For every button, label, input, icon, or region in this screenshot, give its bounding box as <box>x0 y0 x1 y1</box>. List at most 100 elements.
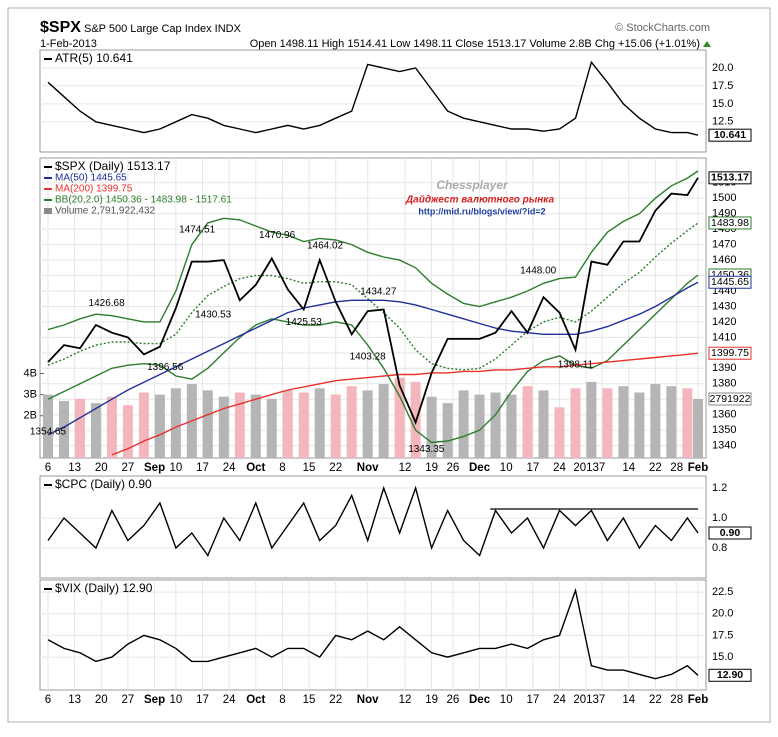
volume-bar <box>602 388 613 458</box>
series-line <box>47 177 699 425</box>
volume-bar <box>570 388 581 458</box>
x-tick-label: Nov <box>357 694 379 706</box>
symbol: $SPX <box>40 19 81 36</box>
series-line <box>47 222 699 371</box>
x-tick-label: 15 <box>303 462 316 474</box>
annotation: 1396.56 <box>147 362 184 373</box>
x-tick-label: 13 <box>68 694 81 706</box>
y-tick-label: 1430 <box>712 300 736 312</box>
x-tick-label: 19 <box>425 694 438 706</box>
annotation: 1430.53 <box>195 309 232 320</box>
volume-bar <box>106 396 117 458</box>
x-tick-label: 22 <box>329 694 342 706</box>
x-tick-label: Dec <box>469 694 491 706</box>
series-line <box>47 485 699 557</box>
x-tick-label: 22 <box>649 462 662 474</box>
x-tick-label: 24 <box>553 462 566 474</box>
annotation: 1470.96 <box>259 230 296 241</box>
y-tick-label: 1410 <box>712 331 736 343</box>
x-tick-label: 17 <box>196 694 209 706</box>
legend-label: $VIX (Daily) 12.90 <box>55 581 153 595</box>
value-box <box>708 171 752 185</box>
volume-bar <box>42 394 53 458</box>
legend-label: $CPC (Daily) 0.90 <box>55 477 152 491</box>
watermark-url: http://mid.ru/blogs/view/?id=2 <box>418 206 545 216</box>
y-tick-label: 15.0 <box>712 651 733 663</box>
x-tick-label: 2013 <box>573 462 599 474</box>
x-tick-label: 8 <box>279 462 285 474</box>
annotation: 1354.65 <box>30 427 67 438</box>
up-arrow <box>703 41 711 47</box>
value-box <box>708 346 752 360</box>
x-tick-label: 2013 <box>573 694 599 706</box>
legend-label: MA(50) 1445.65 <box>55 173 127 184</box>
series-line <box>47 587 699 680</box>
x-tick-label: Feb <box>688 694 708 706</box>
volume-bar <box>426 396 437 458</box>
y-tick-label: 1380 <box>712 378 736 390</box>
series-line <box>47 60 699 136</box>
x-tick-label: 13 <box>68 462 81 474</box>
x-tick-label: 24 <box>553 694 566 706</box>
legend-label: BB(20,2.0) 1450.36 - 1483.98 - 1517.61 <box>55 195 232 206</box>
x-tick-label: 12 <box>399 694 412 706</box>
y-tick-label: 20.0 <box>712 62 733 74</box>
volume-bar <box>650 384 661 458</box>
x-tick-label: 28 <box>670 694 683 706</box>
x-tick-label: 6 <box>45 694 51 706</box>
volume-bar <box>218 396 229 458</box>
x-tick-label: 14 <box>622 462 635 474</box>
volume-bar <box>618 386 629 458</box>
quote: Open 1498.11 High 1514.41 Low 1498.11 Cl… <box>250 38 700 50</box>
value-box-label: 12.90 <box>717 669 743 681</box>
y-tick-label: 20.0 <box>712 608 733 620</box>
annotation: 1434.27 <box>360 286 397 297</box>
volume-bar <box>298 392 309 458</box>
date: 1-Feb-2013 <box>40 38 97 50</box>
x-tick-label: Sep <box>144 694 165 706</box>
volume-bar <box>202 390 213 458</box>
y-tick-label: 1500 <box>712 192 736 204</box>
x-tick-label: 12 <box>399 462 412 474</box>
panels: 20.0 17.5 15.0 12.5 ATR(5) 10.641 10.641 1340 1… <box>24 49 752 706</box>
volume-bar <box>90 403 101 458</box>
volume-bar <box>266 398 277 458</box>
x-tick-label: 22 <box>329 462 342 474</box>
legend-label: Volume 2,791,922,432 <box>55 206 156 217</box>
legend-label: $SPX (Daily) 1513.17 <box>55 159 171 173</box>
volume-bar <box>634 392 645 458</box>
annotation: 1448.00 <box>520 265 557 276</box>
y-tick-label: 0.8 <box>712 542 727 554</box>
volume-bar <box>58 400 69 458</box>
annotation: 1426.68 <box>89 298 126 309</box>
volume-bar <box>378 384 389 458</box>
x-tick-label: 14 <box>622 694 635 706</box>
annotation: 1474.51 <box>179 224 216 235</box>
index-name: S&P 500 Large Cap Index INDX <box>84 23 242 35</box>
y2-tick-label: 3B <box>24 389 37 401</box>
legend-label: MA(200) 1399.75 <box>55 184 133 195</box>
volume-bar <box>490 392 501 458</box>
value-box-label: 10.641 <box>714 129 746 141</box>
annotation: 1425.53 <box>286 317 323 328</box>
value-box <box>708 216 752 230</box>
x-tick-label: Dec <box>469 462 491 474</box>
y-tick-label: 1470 <box>712 239 736 251</box>
value-box-label: 1483.98 <box>711 217 749 229</box>
volume-bar <box>506 394 517 458</box>
series-line <box>47 281 699 436</box>
value-box <box>708 392 752 406</box>
y-tick-label: 1420 <box>712 316 736 328</box>
x-tick-label: 24 <box>223 694 236 706</box>
volume-bar <box>394 377 405 458</box>
value-box <box>708 128 752 142</box>
y-tick-label: 1360 <box>712 409 736 421</box>
annotation: 1403.28 <box>350 351 387 362</box>
x-tick-label: Oct <box>246 694 265 706</box>
x-tick-label: 20 <box>95 462 108 474</box>
value-box-label: 2791922 <box>710 393 751 405</box>
volume-bar <box>74 398 85 458</box>
y-tick-label: 12.5 <box>712 116 733 128</box>
x-tick-label: 17 <box>526 462 539 474</box>
